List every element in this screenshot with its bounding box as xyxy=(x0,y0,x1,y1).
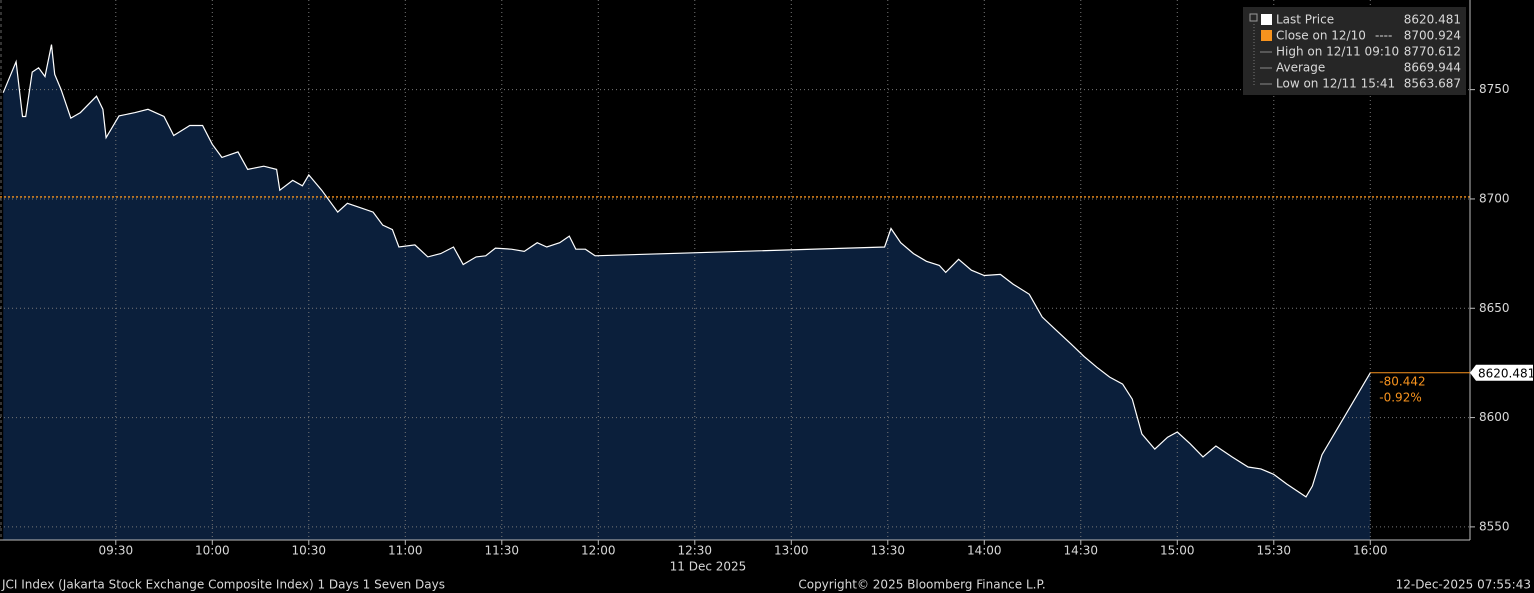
x-tick-label: 15:00 xyxy=(1160,544,1195,558)
legend-value: 8563.687 xyxy=(1404,77,1461,91)
x-tick-label: 10:30 xyxy=(291,544,326,558)
change-label: -80.442 xyxy=(1379,374,1425,388)
footer-left: JCI Index (Jakarta Stock Exchange Compos… xyxy=(1,578,445,592)
legend-value: 8700.924 xyxy=(1404,29,1461,43)
x-tick-label: 13:30 xyxy=(870,544,905,558)
y-tick-label: 8700 xyxy=(1479,191,1510,205)
x-tick-label: 11:00 xyxy=(388,544,423,558)
footer-right: 12-Dec-2025 07:55:43 xyxy=(1396,578,1531,592)
x-tick-label: 13:00 xyxy=(774,544,809,558)
legend-label: Low on 12/11 15:41 xyxy=(1276,77,1395,91)
y-tick-label: 8600 xyxy=(1479,410,1510,424)
x-tick-label: 11:30 xyxy=(484,544,519,558)
x-tick-label: 14:30 xyxy=(1063,544,1098,558)
legend-label: Average xyxy=(1276,61,1325,75)
x-tick-label: 12:00 xyxy=(581,544,616,558)
last-price-box xyxy=(1470,364,1533,381)
legend-label: Close on 12/10 xyxy=(1276,29,1366,43)
x-tick-label: 15:30 xyxy=(1256,544,1291,558)
legend-label: Last Price xyxy=(1276,13,1334,27)
y-tick-label: 8750 xyxy=(1479,82,1510,96)
legend-swatch xyxy=(1261,30,1272,41)
legend-value: 8669.944 xyxy=(1404,61,1461,75)
x-tick-label: 10:00 xyxy=(195,544,230,558)
change-percent-label: -0.92% xyxy=(1379,390,1421,404)
y-tick-label: 8550 xyxy=(1479,519,1510,533)
x-tick-label: 12:30 xyxy=(677,544,712,558)
legend-label: High on 12/11 09:10 xyxy=(1276,45,1399,59)
x-date-label: 11 Dec 2025 xyxy=(670,560,747,574)
legend-swatch xyxy=(1261,14,1272,25)
legend-collapse xyxy=(1249,13,1258,22)
footer-center: Copyright© 2025 Bloomberg Finance L.P. xyxy=(798,578,1045,592)
legend-value: 8620.481 xyxy=(1404,13,1461,27)
area-fill xyxy=(3,44,1371,540)
last-price-label: 8620.481 xyxy=(1478,366,1534,380)
x-tick-label: 14:00 xyxy=(967,544,1002,558)
plot: 8550 8600 8650 8700 8750 09:30 10:00 10:30 11:00… xyxy=(0,0,1534,558)
legend-style: ---- xyxy=(1375,29,1392,43)
legend-box xyxy=(1243,7,1466,95)
x-tick-label: 16:00 xyxy=(1353,544,1388,558)
y-tick-label: 8650 xyxy=(1479,301,1510,315)
price-line xyxy=(2,44,1371,498)
legend-value: 8770.612 xyxy=(1404,45,1461,59)
x-tick-label: 09:30 xyxy=(99,544,134,558)
